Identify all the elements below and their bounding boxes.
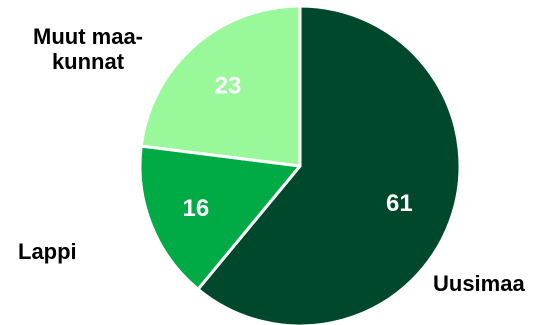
slice-value-lappi: 16 bbox=[183, 195, 210, 222]
pie-slice-muut-maakunnat bbox=[139, 4, 302, 168]
category-label-muut-maakunnat: Muut maa-kunnat bbox=[33, 24, 143, 74]
pie-slice-uusimaa bbox=[196, 4, 462, 325]
category-label-uusimaa: Uusimaa bbox=[433, 271, 525, 296]
slice-value-uusimaa: 61 bbox=[386, 190, 413, 217]
category-label-lappi: Lappi bbox=[18, 239, 77, 264]
slice-value-muut-maakunnat: 23 bbox=[215, 72, 242, 99]
pie-slice-lappi bbox=[138, 144, 302, 291]
